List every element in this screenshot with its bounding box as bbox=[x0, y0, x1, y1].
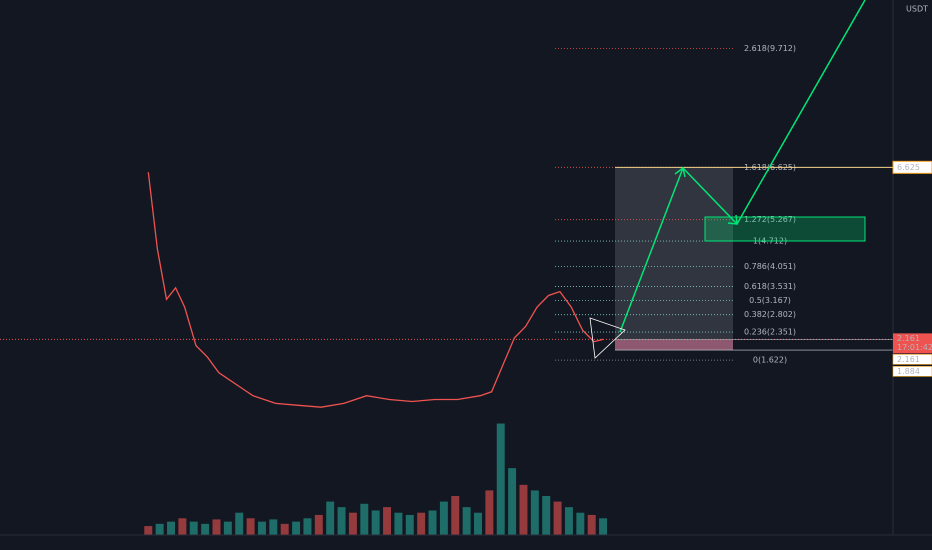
volume-bar bbox=[383, 507, 392, 535]
volume-bar bbox=[235, 512, 244, 535]
volume-bar bbox=[257, 521, 266, 535]
volume-bar bbox=[292, 521, 301, 535]
volume-bar bbox=[394, 512, 403, 535]
volume-bar bbox=[428, 510, 437, 535]
volume-bar bbox=[576, 512, 585, 535]
volume-bar bbox=[155, 523, 164, 535]
volume-bar bbox=[519, 484, 528, 535]
volume-bar bbox=[439, 501, 448, 535]
target-zone bbox=[615, 168, 733, 340]
marker-tag bbox=[892, 354, 932, 365]
volume-bar bbox=[178, 518, 187, 535]
volume-bar bbox=[599, 518, 608, 535]
volume-bar bbox=[451, 495, 460, 535]
arrow-heads bbox=[674, 167, 738, 225]
volume-bar bbox=[360, 503, 369, 535]
stop-zone bbox=[615, 340, 733, 350]
volume-bar bbox=[564, 507, 573, 535]
volume-bar bbox=[212, 519, 221, 535]
currency-label: USDT bbox=[906, 5, 928, 14]
volume-bar bbox=[348, 512, 357, 535]
volume-bar bbox=[417, 512, 426, 535]
marker-label: 2.161 bbox=[897, 355, 920, 364]
volume-bar bbox=[167, 521, 175, 535]
volume-bar bbox=[462, 507, 471, 535]
volume-bar bbox=[485, 490, 494, 535]
volume-bar bbox=[246, 518, 255, 535]
volume-bar bbox=[553, 501, 562, 535]
volume-bar bbox=[303, 518, 312, 535]
volume-bar bbox=[405, 514, 414, 535]
plot: 2.618(9.712)1.618(6.625)1.272(5.267)1(4.… bbox=[0, 44, 893, 535]
volume-bar bbox=[280, 523, 289, 535]
fib-label: 0.382(2.802) bbox=[744, 310, 796, 319]
volume-bar bbox=[496, 423, 505, 535]
target-tag bbox=[892, 160, 932, 174]
volume-bar bbox=[223, 521, 232, 535]
volume-bar bbox=[474, 512, 482, 535]
fib-label: 0.5(3.167) bbox=[749, 296, 791, 305]
buy-box bbox=[704, 216, 866, 242]
volume-bar bbox=[326, 501, 335, 535]
fib-label: 0.618(3.531) bbox=[744, 282, 796, 291]
fib-label: 0.236(2.351) bbox=[744, 328, 796, 337]
volume-bar bbox=[530, 490, 539, 535]
fib-label: 0.786(4.051) bbox=[744, 262, 796, 271]
volume-bar bbox=[337, 507, 346, 535]
triangle-pattern bbox=[589, 317, 626, 359]
fib-label: 2.618(9.712) bbox=[744, 44, 796, 53]
price-line bbox=[147, 172, 604, 408]
target-tag-label: 6.625 bbox=[897, 163, 920, 172]
countdown-label: 17:01:42 bbox=[897, 343, 932, 352]
fib-label: 1.272(5.267) bbox=[744, 215, 796, 224]
marker-tag bbox=[892, 366, 932, 377]
volume-bar bbox=[587, 514, 596, 535]
volume-bar bbox=[371, 510, 380, 535]
volume-bar bbox=[269, 519, 278, 535]
current-price-tag bbox=[893, 333, 932, 354]
volume-bar bbox=[542, 495, 551, 535]
projection-path bbox=[619, 0, 866, 333]
marker-label: 1.884 bbox=[897, 367, 920, 376]
volume-bar bbox=[508, 468, 517, 535]
volume-bar bbox=[314, 514, 323, 535]
fib-label: 0(1.622) bbox=[753, 356, 787, 365]
volume-bar bbox=[201, 523, 210, 535]
price-axis bbox=[893, 0, 932, 550]
volume-bar bbox=[144, 526, 153, 535]
volume-bar bbox=[189, 521, 198, 535]
current-price-label: 2.161 bbox=[897, 334, 920, 343]
